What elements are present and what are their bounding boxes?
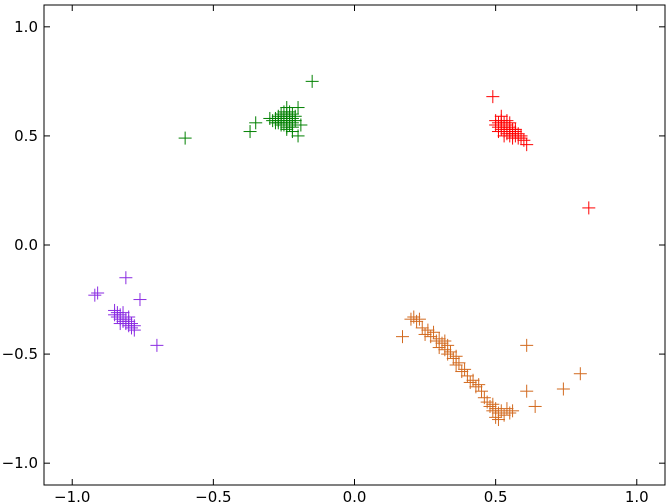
scatter-point [249,116,263,130]
scatter-series-3 [395,310,587,427]
scatter-series-1 [486,90,596,215]
scatter-point [421,323,435,337]
scatter-point [573,367,587,381]
scatter-point [285,107,299,121]
y-tick-label: 1.0 [14,18,38,36]
x-tick-label: 0.5 [484,488,508,504]
scatter-point [514,129,528,143]
scatter-point [486,397,500,411]
x-tick-label: 1.0 [625,488,649,504]
scatter-point [274,118,288,132]
scatter-point [486,90,500,104]
scatter-point [438,334,452,348]
scatter-point [500,114,514,128]
scatter-point [503,406,517,420]
scatter-point [520,138,534,152]
scatter-point [435,336,449,350]
scatter-point [449,349,463,363]
scatter-point [503,116,517,130]
scatter-point [88,288,102,302]
y-tick-label: −0.5 [2,345,38,363]
scatter-point [491,125,505,139]
scatter-point [410,314,424,328]
axis-ticks: −1.0 −0.5 0.0 0.5 1.0 1.0 0.5 0.0 −0.5 −1.0 [2,5,665,504]
scatter-point [125,321,139,335]
scatter-point [122,310,136,324]
plot-frame [43,4,666,486]
y-tick-label: 0.0 [14,236,38,254]
scatter-point [243,125,257,139]
scatter-point [475,384,489,398]
scatter-point [268,116,282,130]
scatter-point [127,319,141,333]
scatter-point [506,404,520,418]
y-tick-label: 0.5 [14,127,38,145]
scatter-point [582,201,596,215]
scatter-point [150,338,164,352]
scatter-point [91,286,105,300]
scatter-point [506,131,520,145]
scatter-point [178,131,192,145]
scatter-point [415,321,429,335]
scatter-point [520,384,534,398]
scatter-point [491,413,505,427]
scatter-series-0 [178,74,319,145]
scatter-point [458,362,472,376]
x-tick-label: −0.5 [195,488,231,504]
scatter-point [404,312,418,326]
scatter-point [520,338,534,352]
scatter-point [528,399,542,413]
scatter-point [556,382,570,396]
y-tick-label: −1.0 [2,454,38,472]
scatter-point [452,356,466,370]
x-tick-label: 0.0 [343,488,367,504]
scatter-point [283,105,297,119]
scatter-point [133,293,147,307]
scatter-point [489,114,503,128]
scatter-point [113,317,127,331]
scatter-point [285,120,299,134]
scatter-point [119,271,133,285]
scatter-series-2 [88,271,164,352]
scatter-point [427,325,441,339]
scatter-point [508,122,522,136]
scatter-point [489,410,503,424]
x-tick-label: −1.0 [54,488,90,504]
scatter-point [305,74,319,88]
data-markers [88,74,596,427]
scatter-point [277,111,291,125]
scatter-point [395,330,409,344]
scatter-point [291,101,305,115]
scatter-point [472,378,486,392]
scatter-point [108,308,122,322]
